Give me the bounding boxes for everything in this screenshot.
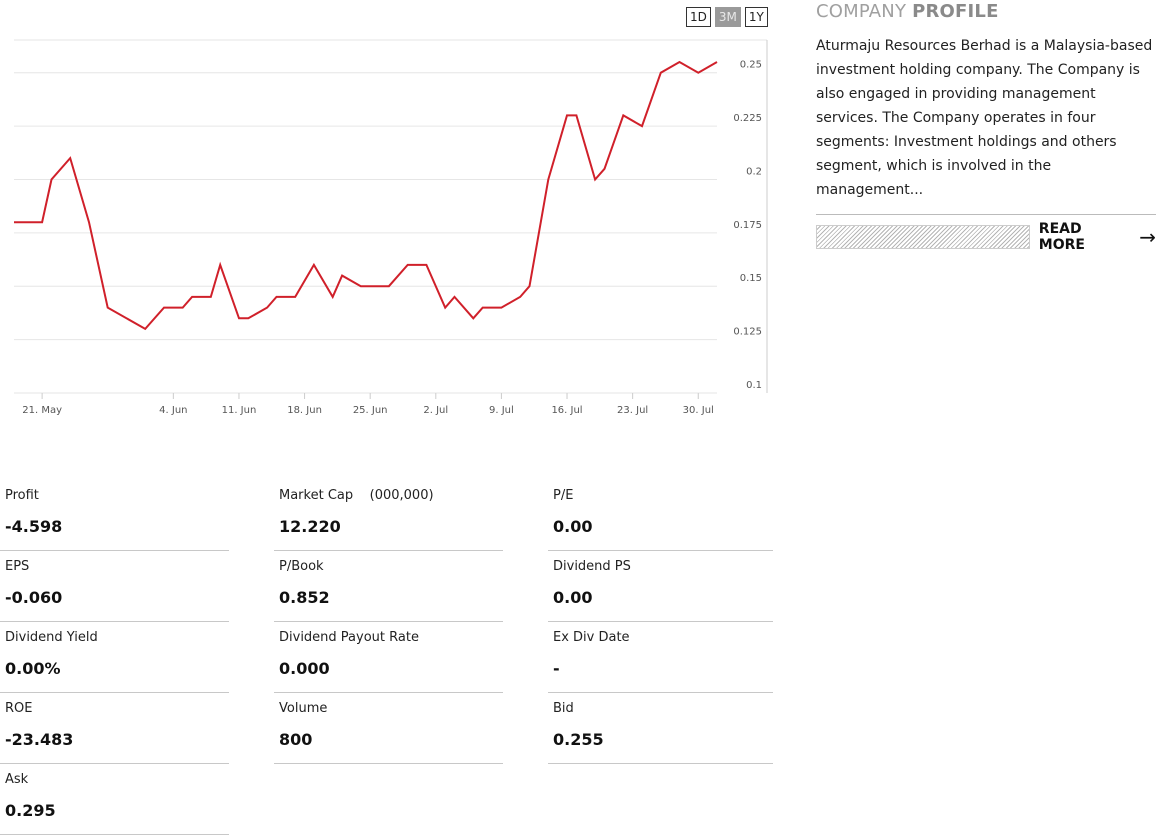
- stat-value: 12.220: [279, 517, 341, 536]
- stats-grid: Profit -4.598 Market Cap (000,000) 12.220 …: [0, 481, 773, 836]
- stat-label: Bid: [553, 701, 574, 716]
- x-tick-label: 9. Jul: [489, 405, 514, 416]
- stat-label: EPS: [5, 559, 30, 574]
- stat-value: 0.255: [553, 730, 604, 749]
- stat-value: 0.000: [279, 659, 330, 678]
- y-tick-label: 0.125: [733, 327, 762, 338]
- stat-volume: Volume 800: [274, 694, 503, 764]
- stat-label: Dividend Payout Rate: [279, 630, 419, 645]
- y-axis-labels: 0.1 0.125 0.15 0.175 0.2 0.225 0.25: [733, 60, 762, 391]
- stat-label: P/E: [553, 488, 574, 503]
- profile-title-bold: PROFILE: [912, 1, 999, 22]
- profile-title: COMPANY PROFILE: [816, 0, 1156, 26]
- stat-label: Ask: [5, 772, 29, 787]
- x-tick-label: 23. Jul: [617, 405, 648, 416]
- price-chart: 0.1 0.125 0.15 0.175 0.2 0.225 0.25 21. May 4. …: [14, 39, 768, 416]
- y-tick-label: 0.25: [740, 60, 762, 71]
- stat-label: Profit: [5, 488, 39, 503]
- read-more-label: READ MORE: [1038, 221, 1085, 253]
- range-button-1y[interactable]: 1Y: [744, 7, 768, 27]
- read-more-row: READ MORE →: [816, 221, 1156, 253]
- stat-value: 800: [279, 730, 313, 749]
- stat-profit: Profit -4.598: [0, 481, 229, 551]
- x-tick-label: 16. Jul: [551, 405, 582, 416]
- y-tick-label: 0.15: [740, 273, 762, 284]
- range-selector: 1D 3M 1Y: [686, 7, 768, 27]
- y-tick-label: 0.2: [746, 166, 762, 177]
- stat-eps: EPS -0.060: [0, 552, 229, 622]
- stat-label: P/Book: [279, 559, 324, 574]
- company-profile: COMPANY PROFILE Aturmaju Resources Berha…: [816, 0, 1156, 253]
- x-tick-label: 25. Jun: [353, 405, 388, 416]
- stat-label: ROE: [5, 701, 33, 716]
- x-tick-label: 30. Jul: [683, 405, 714, 416]
- x-tick-label: 21. May: [22, 405, 62, 416]
- x-tick-label: 11. Jun: [222, 405, 257, 416]
- profile-title-light: COMPANY: [816, 1, 907, 22]
- y-tick-label: 0.225: [733, 113, 762, 124]
- stat-ex-div-date: Ex Div Date -: [548, 623, 773, 693]
- stat-pe: P/E 0.00: [548, 481, 773, 551]
- stat-market-cap: Market Cap (000,000) 12.220: [274, 481, 503, 551]
- stat-ask: Ask 0.295: [0, 765, 229, 835]
- stat-value: 0.00: [553, 517, 593, 536]
- y-tick-label: 0.1: [746, 380, 762, 391]
- stat-dividend-yield: Dividend Yield 0.00%: [0, 623, 229, 693]
- y-tick-label: 0.175: [733, 220, 762, 231]
- stat-bid: Bid 0.255: [548, 694, 773, 764]
- x-tick-label: 4. Jun: [159, 405, 187, 416]
- arrow-right-icon: →: [1139, 225, 1156, 249]
- stat-dividend-payout-rate: Dividend Payout Rate 0.000: [274, 623, 503, 693]
- price-line-series: [14, 60, 718, 331]
- stat-label: Dividend Yield: [5, 630, 98, 645]
- x-tick-label: 2. Jul: [423, 405, 448, 416]
- stat-value: 0.00: [553, 588, 593, 607]
- stat-label: Dividend PS: [553, 559, 631, 574]
- stat-value: -0.060: [5, 588, 63, 607]
- read-more-link[interactable]: READ MORE →: [1039, 221, 1156, 253]
- profile-divider: [816, 214, 1156, 215]
- profile-description: Aturmaju Resources Berhad is a Malaysia-…: [816, 38, 1153, 198]
- stat-value: -: [553, 659, 560, 678]
- stat-value: 0.852: [279, 588, 330, 607]
- x-tick-label: 18. Jun: [287, 405, 322, 416]
- stat-dividend-ps: Dividend PS 0.00: [548, 552, 773, 622]
- stat-value: 0.00%: [5, 659, 61, 678]
- range-button-3m[interactable]: 3M: [714, 7, 741, 27]
- stat-label: Volume: [279, 701, 328, 716]
- stat-roe: ROE -23.483: [0, 694, 229, 764]
- stat-label: Market Cap (000,000): [279, 488, 434, 503]
- range-button-1d[interactable]: 1D: [686, 7, 711, 27]
- stat-value: 0.295: [5, 801, 56, 820]
- stat-label: Ex Div Date: [553, 630, 630, 645]
- stat-value: -23.483: [5, 730, 74, 749]
- x-axis-labels: 21. May 4. Jun 11. Jun 18. Jun 25. Jun 2. Jul…: [22, 405, 714, 416]
- hatch-pattern: [816, 225, 1030, 249]
- stat-value: -4.598: [5, 517, 63, 536]
- stat-p-book: P/Book 0.852: [274, 552, 503, 622]
